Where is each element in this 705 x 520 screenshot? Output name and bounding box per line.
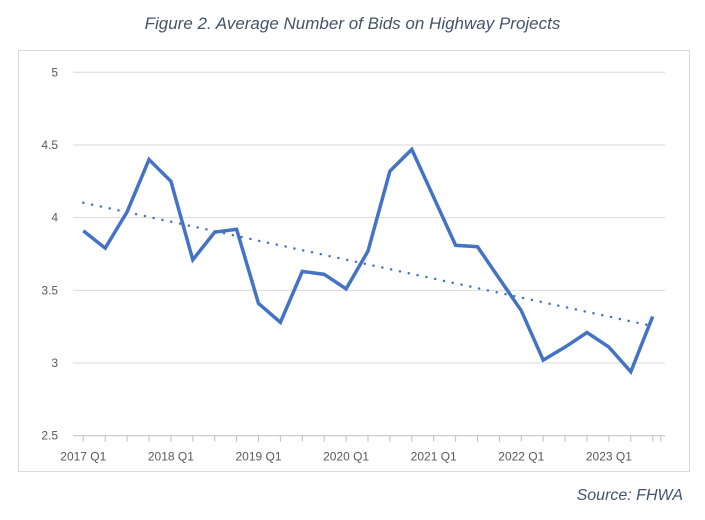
y-tick-label: 3.5 bbox=[41, 283, 58, 297]
x-tick-label: 2022 Q1 bbox=[498, 450, 544, 464]
trendline bbox=[82, 201, 654, 328]
x-tick-label: 2023 Q1 bbox=[586, 450, 632, 464]
y-tick-label: 5 bbox=[51, 65, 58, 79]
x-tick-label: 2017 Q1 bbox=[60, 450, 106, 464]
x-tick-label: 2018 Q1 bbox=[148, 450, 194, 464]
chart-frame bbox=[18, 50, 690, 472]
y-tick-label: 2.5 bbox=[41, 429, 58, 443]
x-tick-label: 2019 Q1 bbox=[235, 450, 281, 464]
y-tick-label: 4 bbox=[51, 211, 58, 225]
x-tick-label: 2020 Q1 bbox=[323, 450, 369, 464]
source-note: Source: FHWA bbox=[576, 487, 683, 504]
chart-title: Figure 2. Average Number of Bids on High… bbox=[144, 14, 561, 33]
y-tick-label: 4.5 bbox=[41, 138, 58, 152]
y-tick-label: 3 bbox=[51, 356, 58, 370]
x-tick-label: 2021 Q1 bbox=[411, 450, 457, 464]
series-line bbox=[82, 146, 655, 376]
